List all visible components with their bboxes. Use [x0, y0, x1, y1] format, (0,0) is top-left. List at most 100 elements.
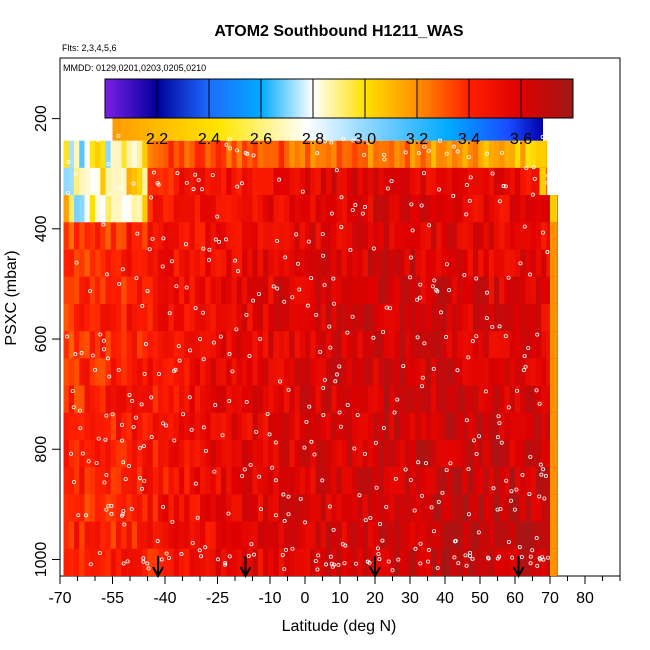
sample-point	[444, 468, 449, 473]
colorbar-tick-label: 2.8	[302, 131, 324, 148]
field-cell	[252, 412, 259, 441]
sample-point	[282, 567, 287, 572]
field-cell	[341, 521, 348, 550]
field-cell	[347, 167, 353, 196]
field-cell	[336, 195, 343, 223]
field-cell	[368, 439, 374, 468]
field-cell	[63, 249, 70, 278]
field-cell	[152, 249, 159, 278]
field-cell	[305, 167, 311, 196]
field-cell	[263, 276, 269, 305]
field-cell	[446, 303, 453, 332]
field-edge-cell	[550, 276, 557, 305]
field-cell	[320, 331, 327, 359]
sample-point	[518, 261, 523, 266]
field-cell	[399, 467, 406, 495]
field-cell	[399, 494, 406, 523]
sample-point	[509, 489, 514, 494]
field-cell	[373, 548, 380, 576]
field-cell	[152, 521, 159, 550]
field-cell	[242, 439, 248, 468]
field-cell	[315, 439, 322, 468]
field-cell	[515, 222, 521, 251]
field-cell	[520, 303, 527, 332]
field-cell	[525, 167, 532, 196]
sample-point	[392, 410, 397, 415]
field-cell	[415, 385, 422, 414]
sample-point	[176, 344, 181, 349]
sample-point	[240, 474, 245, 479]
field-cell	[95, 303, 101, 332]
field-cell	[110, 439, 117, 468]
field-cell	[525, 249, 532, 278]
sample-point	[440, 490, 445, 495]
field-cell	[515, 521, 521, 550]
sample-point	[244, 400, 249, 405]
sample-point	[329, 140, 334, 145]
field-cell	[462, 494, 469, 523]
sample-point	[134, 276, 139, 281]
field-cell	[268, 412, 275, 441]
field-cell	[68, 140, 75, 169]
field-cell	[189, 222, 196, 251]
field-cell	[373, 331, 380, 359]
field-cell	[121, 467, 128, 495]
field-cell	[431, 222, 437, 251]
field-cell	[425, 195, 432, 223]
field-cell	[462, 195, 469, 223]
field-cell	[347, 439, 353, 468]
field-cell	[299, 303, 306, 332]
field-edge-cell	[550, 412, 557, 441]
sample-point	[213, 237, 218, 242]
field-cell	[163, 521, 170, 550]
field-cell	[331, 494, 338, 523]
field-cell	[268, 140, 275, 169]
field-cell	[226, 494, 233, 523]
field-cell	[541, 222, 548, 251]
field-cell	[336, 494, 343, 523]
sample-point	[215, 214, 220, 219]
field-cell	[158, 385, 164, 414]
field-cell	[273, 303, 280, 332]
field-cell	[462, 521, 469, 550]
x-tick-label: -25	[206, 590, 229, 607]
field-cell	[268, 467, 275, 495]
field-cell	[278, 548, 285, 576]
sample-point	[306, 239, 311, 244]
field-cell	[310, 167, 317, 196]
sample-point	[258, 507, 263, 512]
field-cell	[242, 467, 248, 495]
sample-point	[396, 557, 401, 562]
field-cell	[168, 195, 175, 223]
field-cell	[436, 467, 443, 495]
field-cell	[299, 412, 306, 441]
field-cell	[499, 249, 506, 278]
field-cell	[236, 521, 243, 550]
sample-point	[320, 232, 325, 237]
field-cell	[184, 521, 191, 550]
field-cell	[184, 303, 191, 332]
field-cell	[326, 331, 332, 359]
field-cell	[273, 222, 280, 251]
field-cell	[515, 385, 521, 414]
sample-point	[532, 176, 537, 181]
field-cell	[467, 439, 474, 468]
field-cell	[242, 385, 248, 414]
field-cell	[399, 222, 406, 251]
field-cell	[536, 548, 542, 576]
sample-point	[403, 150, 408, 155]
field-cell	[373, 439, 380, 468]
field-cell	[278, 521, 285, 550]
field-cell	[305, 222, 311, 251]
field-cell	[336, 385, 343, 414]
field-cell	[63, 331, 70, 359]
field-cell	[336, 467, 343, 495]
field-cell	[347, 521, 353, 550]
field-cell	[294, 521, 301, 550]
field-cell	[210, 195, 217, 223]
field-cell	[536, 412, 542, 441]
field-cell	[515, 439, 521, 468]
field-cell	[63, 276, 70, 305]
sample-point	[187, 395, 192, 400]
sample-point	[160, 264, 165, 269]
